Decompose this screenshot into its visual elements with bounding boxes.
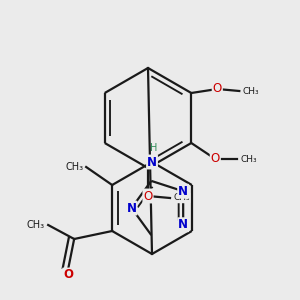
- Text: O: O: [211, 152, 220, 166]
- Text: CH₃: CH₃: [173, 194, 190, 202]
- Text: O: O: [143, 190, 153, 202]
- Text: CH₃: CH₃: [26, 220, 44, 230]
- Text: CH₃: CH₃: [240, 154, 257, 164]
- Text: CH₃: CH₃: [65, 162, 83, 172]
- Text: N: N: [178, 185, 188, 198]
- Text: CH₃: CH₃: [242, 86, 259, 95]
- Text: O: O: [213, 82, 222, 95]
- Text: O: O: [63, 268, 73, 281]
- Text: N: N: [127, 202, 136, 214]
- Text: H: H: [150, 143, 158, 153]
- Text: N: N: [147, 155, 157, 169]
- Text: N: N: [178, 218, 188, 231]
